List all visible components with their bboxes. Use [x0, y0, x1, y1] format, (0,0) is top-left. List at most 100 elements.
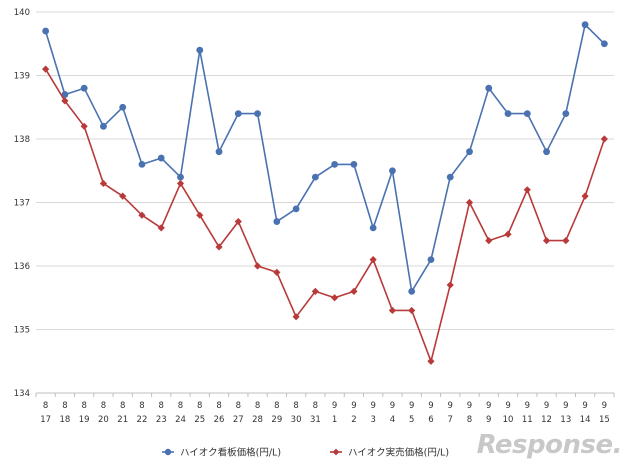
x-tick-day: 8: [467, 415, 472, 425]
series-2-point: [427, 357, 435, 365]
series-1-point: [311, 173, 319, 181]
series-1-point: [196, 46, 204, 54]
x-tick-month: 8: [313, 401, 318, 411]
series-2-point: [465, 198, 474, 207]
x-tick-day: 17: [40, 415, 51, 425]
x-tick-month: 8: [178, 401, 183, 411]
series-1-point: [331, 161, 339, 168]
series-1-point: [100, 122, 107, 130]
x-tick-month: 8: [236, 401, 241, 411]
x-tick-day: 6: [428, 415, 433, 425]
series-1-point: [369, 224, 377, 232]
x-tick-day: 21: [117, 415, 128, 425]
series-2-point: [99, 179, 108, 188]
x-tick-month: 9: [409, 401, 414, 411]
series-2-point: [350, 287, 358, 295]
series-1-point: [215, 148, 223, 156]
series-2-point: [157, 224, 165, 232]
y-tick-label: 135: [14, 326, 30, 336]
x-tick-day: 30: [291, 415, 302, 425]
series-2-point: [369, 256, 377, 264]
x-tick-month: 9: [544, 401, 549, 411]
series-2-point: [504, 230, 512, 238]
x-tick-day: 15: [599, 415, 610, 425]
series-1-point: [42, 27, 50, 35]
series-1-point: [157, 154, 165, 162]
x-tick-month: 8: [81, 401, 86, 411]
x-tick-month: 9: [332, 401, 337, 411]
series-line-1: [44, 23, 605, 293]
x-tick-month: 9: [505, 401, 510, 411]
series-2-point: [523, 186, 531, 194]
series-1-point: [427, 256, 435, 264]
x-tick-month: 8: [139, 401, 144, 411]
x-tick-month: 8: [62, 401, 67, 411]
x-tick-month: 8: [274, 401, 279, 411]
x-tick-month: 9: [390, 401, 395, 411]
x-tick-day: 19: [79, 415, 90, 425]
series-2-point: [138, 211, 146, 219]
x-tick-day: 26: [214, 415, 225, 425]
x-tick-day: 10: [503, 415, 514, 425]
x-tick-month: 8: [101, 401, 106, 411]
series-1-point: [138, 161, 146, 168]
x-tick-month: 8: [216, 401, 221, 411]
response-watermark: Response.: [476, 430, 623, 460]
series-2-point: [446, 281, 454, 289]
series-2-point: [196, 211, 204, 219]
x-tick-day: 28: [252, 415, 263, 425]
series-2-point: [273, 268, 281, 276]
series-2-point: [581, 192, 589, 200]
series-1-point: [119, 103, 127, 111]
series-2-point: [253, 262, 262, 270]
x-tick-month: 9: [467, 401, 472, 411]
x-tick-month: 9: [486, 401, 491, 411]
series-1-point: [562, 110, 570, 117]
x-tick-month: 9: [563, 401, 568, 411]
x-tick-day: 7: [448, 415, 453, 425]
series-2-point: [331, 294, 339, 302]
series-1-point: [408, 288, 416, 295]
legend-label-1: ハイオク看板価格(円/L): [180, 447, 281, 459]
series-1-point: [581, 21, 589, 29]
legend-marker-2: [332, 448, 340, 456]
x-tick-month: 9: [351, 401, 356, 411]
series-2-point: [562, 237, 570, 245]
series-1-point: [254, 110, 261, 117]
x-tick-day: 12: [541, 415, 552, 425]
x-tick-month: 8: [43, 401, 48, 411]
series-2-point: [600, 135, 608, 143]
series-line-2: [44, 68, 606, 363]
x-tick-day: 18: [59, 415, 70, 425]
x-tick-day: 4: [390, 415, 395, 425]
series-2-point: [80, 122, 88, 130]
series-1-point: [273, 218, 281, 225]
x-tick-day: 20: [98, 415, 109, 425]
series-1-point: [389, 167, 396, 175]
x-tick-day: 14: [580, 415, 591, 425]
series-2-point: [408, 306, 416, 315]
series-1-point: [80, 84, 88, 92]
series-1-point: [292, 205, 300, 213]
series-2-point: [176, 179, 185, 188]
x-tick-month: 9: [428, 401, 433, 411]
series-1-point: [504, 110, 512, 117]
legend-marker-1: [164, 448, 172, 456]
series-2-point: [485, 237, 493, 245]
series-2-point: [42, 65, 50, 73]
x-tick-day: 24: [175, 415, 186, 425]
series-2-point: [61, 97, 69, 105]
series-2-point: [215, 243, 223, 251]
series-2-point: [311, 287, 319, 295]
series-2-point: [388, 306, 397, 315]
series-1-point: [350, 161, 358, 168]
series-2-point: [119, 192, 127, 200]
x-tick-day: 9: [486, 415, 491, 425]
x-tick-day: 29: [271, 415, 282, 425]
series-1-point: [177, 173, 184, 181]
x-tick-day: 22: [137, 415, 148, 425]
legend-label-2: ハイオク実売価格(円/L): [348, 447, 449, 459]
series-2-point: [234, 217, 242, 226]
x-tick-day: 27: [233, 415, 244, 425]
y-tick-label: 138: [14, 135, 30, 145]
